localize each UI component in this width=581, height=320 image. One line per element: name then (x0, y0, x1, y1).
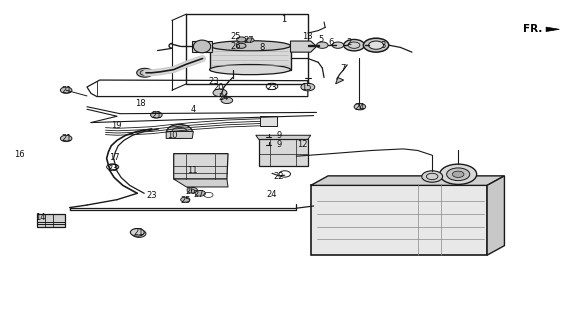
Circle shape (187, 187, 198, 193)
Text: 25: 25 (180, 196, 191, 205)
Circle shape (213, 89, 227, 97)
Text: 23: 23 (107, 164, 118, 173)
Circle shape (221, 97, 232, 104)
Circle shape (236, 37, 246, 42)
Circle shape (368, 41, 383, 49)
Text: 14: 14 (35, 213, 46, 222)
Text: 23: 23 (146, 191, 157, 200)
Circle shape (132, 230, 146, 237)
Circle shape (195, 190, 206, 196)
Circle shape (172, 127, 187, 136)
Circle shape (181, 197, 190, 202)
Text: 21: 21 (151, 111, 162, 120)
Polygon shape (256, 135, 311, 140)
Circle shape (140, 70, 149, 75)
Circle shape (344, 39, 364, 51)
Text: 20: 20 (213, 83, 224, 92)
Text: 25: 25 (230, 32, 241, 41)
Polygon shape (311, 185, 487, 255)
Circle shape (440, 164, 476, 184)
Text: 26: 26 (186, 187, 196, 196)
Text: 15: 15 (302, 83, 312, 92)
Text: 2: 2 (346, 38, 352, 47)
Polygon shape (290, 41, 317, 52)
Text: 10: 10 (167, 131, 177, 140)
Polygon shape (336, 77, 344, 84)
Circle shape (236, 43, 246, 48)
Text: 1: 1 (281, 15, 286, 24)
Text: 7: 7 (340, 63, 345, 73)
Circle shape (354, 104, 365, 110)
Circle shape (447, 168, 470, 180)
Polygon shape (259, 140, 308, 166)
Text: 13: 13 (303, 32, 313, 41)
Polygon shape (546, 27, 560, 32)
Circle shape (60, 135, 72, 142)
Text: FR.: FR. (523, 24, 542, 34)
Circle shape (167, 124, 192, 139)
Polygon shape (166, 132, 193, 139)
Circle shape (137, 68, 153, 77)
Circle shape (363, 38, 389, 52)
Text: 8: 8 (259, 43, 264, 52)
Bar (37, 214, 65, 227)
Text: 5: 5 (318, 35, 323, 44)
Bar (260, 116, 277, 126)
Text: 19: 19 (110, 121, 121, 130)
Text: 22: 22 (274, 172, 284, 181)
Text: 6: 6 (328, 38, 333, 47)
Circle shape (150, 112, 162, 118)
Text: 24: 24 (219, 93, 229, 102)
Text: 9: 9 (277, 131, 282, 140)
Text: 17: 17 (109, 153, 120, 162)
Text: 18: 18 (135, 99, 145, 108)
Circle shape (60, 87, 72, 93)
Text: 12: 12 (297, 140, 307, 149)
Ellipse shape (193, 40, 211, 53)
Text: 16: 16 (15, 150, 25, 159)
Text: 21: 21 (134, 228, 144, 237)
Polygon shape (174, 179, 228, 187)
Text: 24: 24 (267, 190, 277, 199)
Circle shape (301, 83, 315, 91)
Text: 26: 26 (230, 42, 241, 51)
Circle shape (422, 171, 443, 182)
Text: 24: 24 (354, 103, 365, 112)
Text: 27: 27 (243, 36, 254, 44)
Circle shape (453, 171, 464, 178)
Text: 4: 4 (191, 105, 196, 114)
Ellipse shape (210, 41, 290, 51)
Polygon shape (174, 154, 228, 179)
Circle shape (317, 42, 328, 48)
Ellipse shape (210, 65, 290, 75)
Polygon shape (192, 41, 213, 52)
Circle shape (246, 38, 254, 42)
Polygon shape (487, 176, 504, 255)
Text: 21: 21 (61, 134, 71, 143)
Polygon shape (210, 46, 290, 69)
Text: 23: 23 (267, 83, 277, 92)
Circle shape (130, 228, 144, 236)
Circle shape (332, 42, 344, 48)
Text: 27: 27 (194, 190, 205, 199)
Text: 9: 9 (277, 140, 282, 149)
Text: 21: 21 (61, 86, 71, 95)
Text: 3: 3 (381, 41, 386, 50)
Text: 11: 11 (187, 166, 198, 175)
Text: 23: 23 (209, 77, 220, 86)
Polygon shape (311, 176, 504, 185)
